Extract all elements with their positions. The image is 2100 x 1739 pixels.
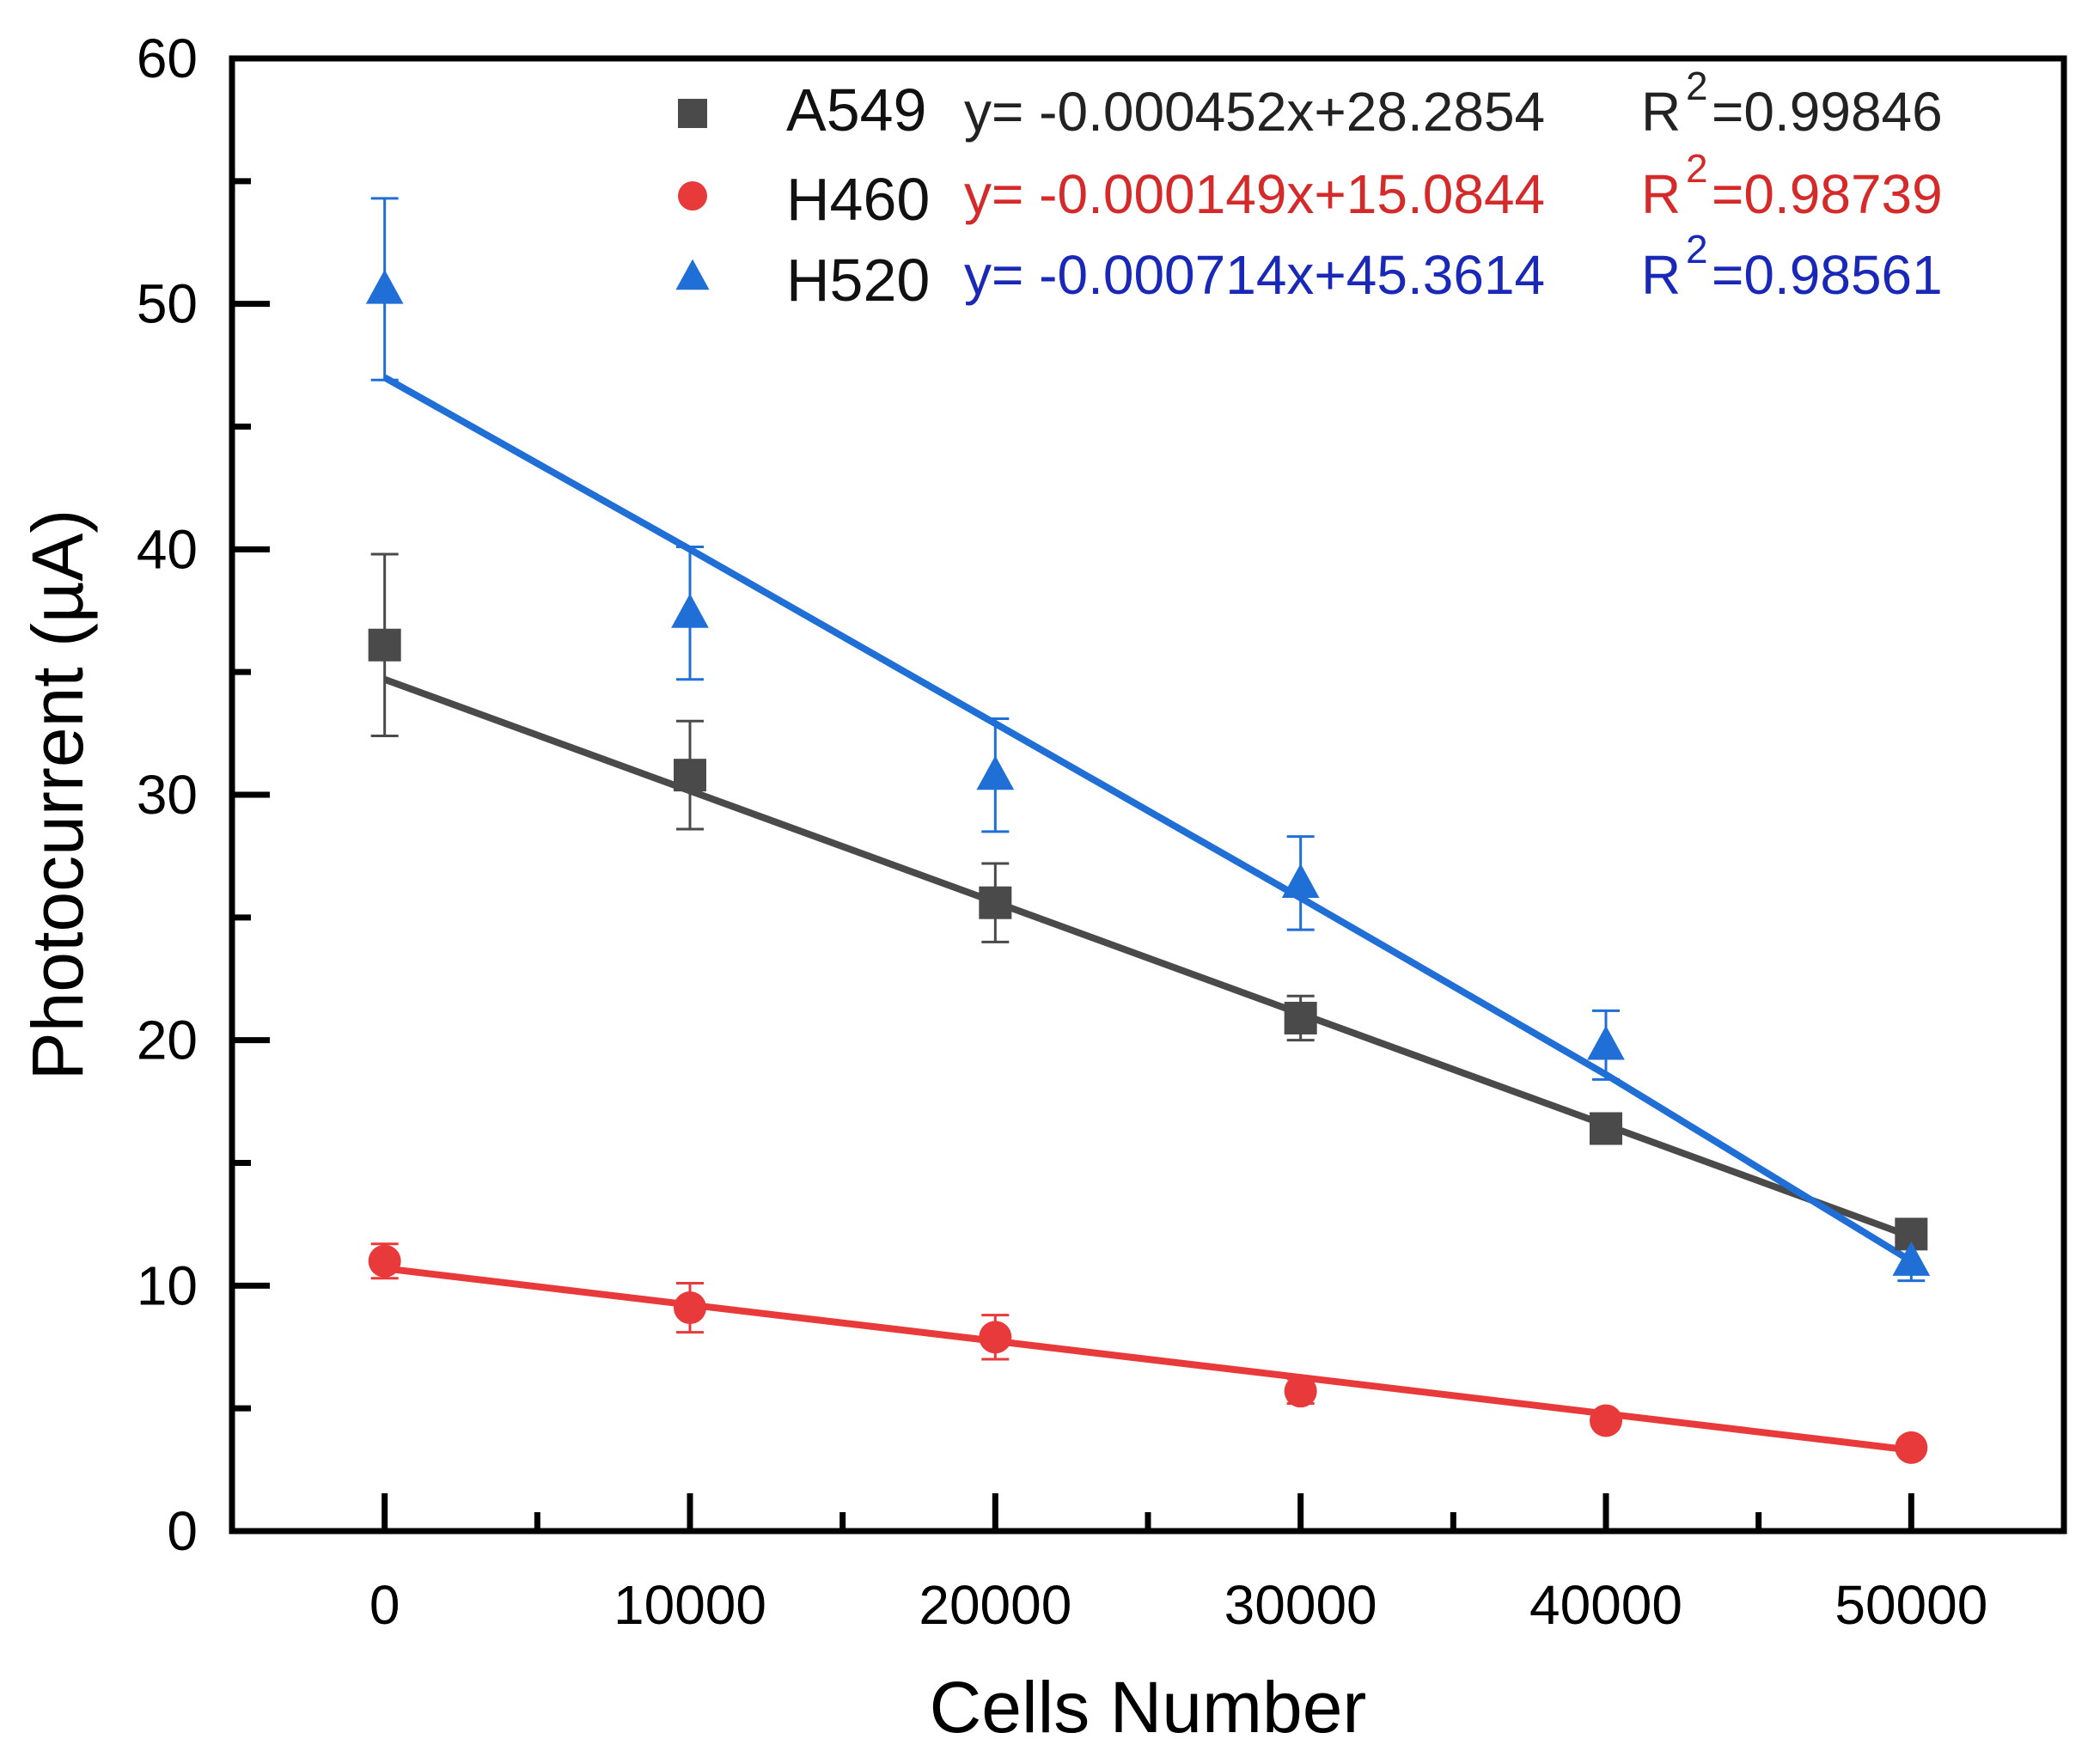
h520-point bbox=[365, 269, 404, 304]
h520-legend-r2-prefix: R bbox=[1641, 244, 1681, 306]
y-axis-label: Photocurrent (µA) bbox=[17, 509, 98, 1081]
h520-point bbox=[1892, 1241, 1931, 1276]
axis-ticks bbox=[232, 55, 1914, 1535]
a549-point bbox=[1590, 1112, 1622, 1145]
h520-fit-line bbox=[382, 374, 1914, 1265]
a549-fit-line bbox=[383, 675, 1913, 1240]
a549-point bbox=[674, 759, 706, 792]
a549-legend-equation: y= -0.000452x+28.2854 bbox=[964, 81, 1545, 143]
data-points bbox=[365, 269, 1931, 1464]
h460-legend-equation: y= -0.000149x+15.0844 bbox=[964, 163, 1545, 225]
h520-legend-r2-superscript: 2 bbox=[1686, 227, 1708, 272]
h460-point bbox=[1590, 1404, 1622, 1437]
h460-point bbox=[1284, 1375, 1317, 1408]
a549-point bbox=[1284, 1001, 1317, 1034]
x-axis-label: Cells Number bbox=[930, 1667, 1367, 1739]
y-tick-label: 0 bbox=[167, 1500, 198, 1562]
y-tick-label: 40 bbox=[137, 518, 198, 580]
a549-point bbox=[979, 886, 1012, 919]
h460-point bbox=[979, 1321, 1012, 1354]
y-tick-labels: 0 10 20 30 40 50 60 bbox=[137, 27, 198, 1562]
h460-point bbox=[674, 1291, 706, 1325]
y-tick-label: 60 bbox=[137, 27, 198, 89]
x-tick-label: 20000 bbox=[919, 1574, 1071, 1636]
a549-legend-name: A549 bbox=[786, 76, 926, 143]
x-tick-label: 30000 bbox=[1224, 1574, 1377, 1636]
x-tick-labels: 0 10000 20000 30000 40000 50000 bbox=[369, 1574, 1987, 1636]
y-tick-label: 10 bbox=[137, 1254, 198, 1316]
y-tick-label: 30 bbox=[137, 764, 198, 826]
x-tick-label: 50000 bbox=[1834, 1574, 1987, 1636]
y-tick-label: 50 bbox=[137, 273, 198, 335]
plot-frame bbox=[229, 55, 2067, 1535]
a549-legend-marker bbox=[678, 99, 707, 128]
h460-legend-r2-value: =0.98739 bbox=[1712, 163, 1943, 225]
h460-legend-r2-superscript: 2 bbox=[1686, 146, 1708, 191]
a549-legend-r2-value: =0.99846 bbox=[1712, 81, 1943, 143]
a549-legend-r2-superscript: 2 bbox=[1686, 64, 1708, 108]
h460-fit-line bbox=[384, 1265, 1912, 1454]
fit-lines bbox=[382, 374, 1914, 1454]
h520-point bbox=[1281, 863, 1320, 898]
h520-point bbox=[671, 593, 709, 628]
h520-legend-r2-value: =0.98561 bbox=[1712, 244, 1943, 306]
h520-legend-name: H520 bbox=[786, 247, 930, 314]
h460-point bbox=[1895, 1431, 1928, 1464]
x-tick-label: 10000 bbox=[614, 1574, 766, 1636]
h460-point bbox=[368, 1244, 401, 1278]
h460-legend-r2-prefix: R bbox=[1641, 163, 1681, 225]
y-tick-label: 20 bbox=[137, 1010, 198, 1071]
a549-point bbox=[368, 628, 401, 662]
x-tick-label: 40000 bbox=[1529, 1574, 1682, 1636]
h520-legend-marker bbox=[675, 259, 710, 290]
h520-legend-equation: y= -0.000714x+45.3614 bbox=[964, 244, 1545, 306]
x-tick-label: 0 bbox=[369, 1574, 400, 1636]
a549-legend-r2-prefix: R bbox=[1641, 81, 1681, 143]
h460-legend-marker bbox=[678, 181, 707, 211]
h520-point bbox=[976, 755, 1015, 790]
h460-legend-name: H460 bbox=[786, 166, 930, 233]
h520-point bbox=[1587, 1025, 1625, 1060]
